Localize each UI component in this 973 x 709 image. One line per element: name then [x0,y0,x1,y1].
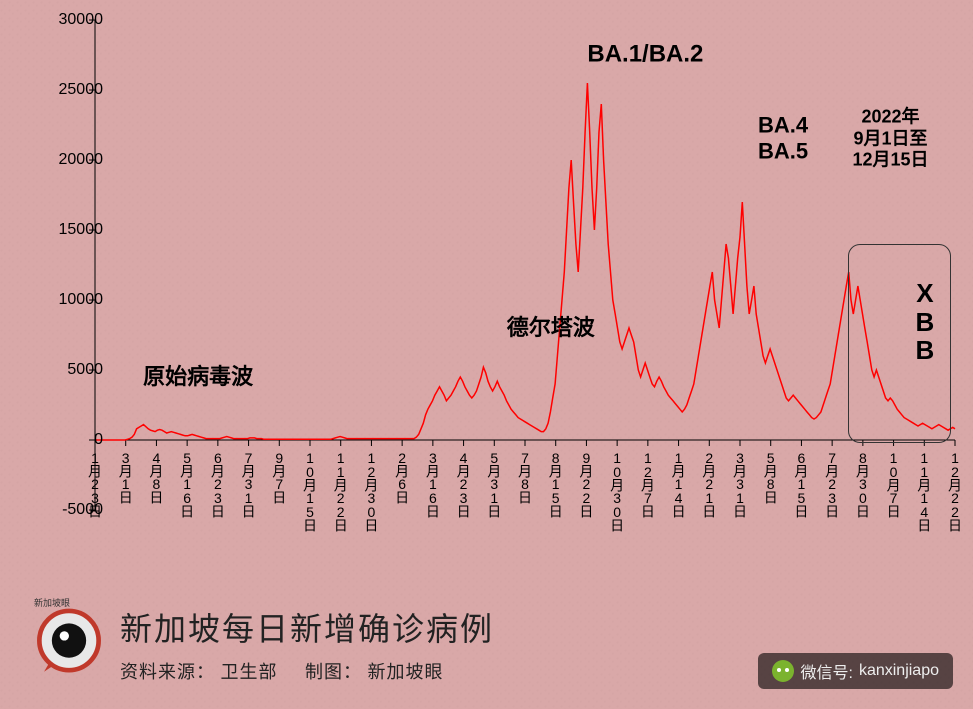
maker-label: 制图： [305,662,362,682]
x-tick-label: 11月14日 [914,450,934,530]
x-tick-label: 8月15日 [546,450,566,516]
chart-subtitle: 资料来源： 卫生部 制图： 新加坡眼 [120,658,494,684]
y-tick-label: 20000 [59,151,104,169]
plot-area [95,20,955,510]
x-tick-label: 2月6日 [392,450,412,502]
x-tick-label: 9月22日 [576,450,596,516]
x-tick-label: 3月1日 [116,450,136,502]
y-tick-label: 0 [94,431,103,449]
source-label: 资料来源： [120,662,215,682]
x-tick-label: 1月23日 [85,450,105,516]
wechat-id: kanxinjiapo [859,662,939,680]
x-tick-label: 7月31日 [239,450,259,516]
y-tick-label: 15000 [59,221,104,239]
x-tick-label: 10月30日 [607,450,627,530]
x-tick-label: 5月8日 [761,450,781,502]
brand-logo: 新加坡眼 [30,600,108,678]
y-tick-label: 5000 [67,361,103,379]
y-tick-label: 30000 [59,11,104,29]
x-tick-label: 10月7日 [884,450,904,516]
annotation-label: 2022年9月1日至12月15日 [852,107,928,172]
x-tick-label: 5月31日 [484,450,504,516]
x-tick-label: 3月31日 [730,450,750,516]
x-tick-label: 8月30日 [853,450,873,516]
x-tick-label: 6月15日 [791,450,811,516]
chart-title: 新加坡每日新增确诊病例 [120,604,494,650]
y-tick-label: 10000 [59,291,104,309]
x-tick-label: 12月7日 [638,450,658,516]
x-tick-label: 10月15日 [300,450,320,530]
x-tick-label: 5月16日 [177,450,197,516]
x-tick-label: 7月23日 [822,450,842,516]
wechat-badge: 微信号: kanxinjiapo [758,653,953,689]
x-tick-label: 6月23日 [208,450,228,516]
x-tick-label: 9月7日 [269,450,289,502]
annotation-label: 德尔塔波 [507,315,595,341]
x-tick-label: 7月8日 [515,450,535,502]
logo-text: 新加坡眼 [34,596,70,609]
chart-svg [95,20,955,520]
annotation-label: 原始病毒波 [143,364,253,390]
xbb-highlight-box [848,244,951,443]
annotation-label: BA.1/BA.2 [587,41,703,70]
x-tick-label: 11月22日 [331,450,351,530]
annotation-label: BA.4BA.5 [758,113,808,166]
x-tick-label: 4月8日 [146,450,166,502]
wechat-label: 微信号: [800,659,852,683]
x-tick-label: 12月22日 [945,450,965,530]
x-tick-label: 3月16日 [423,450,443,516]
title-block: 新加坡每日新增确诊病例 资料来源： 卫生部 制图： 新加坡眼 [120,604,494,684]
wechat-icon [772,660,794,682]
source-value: 卫生部 [221,662,278,682]
x-tick-label: 12月30日 [361,450,381,530]
x-tick-label: 4月23日 [454,450,474,516]
maker-value: 新加坡眼 [368,662,444,682]
x-tick-label: 2月21日 [699,450,719,516]
x-tick-label: 1月14日 [669,450,689,516]
xbb-label: XBB [916,279,935,365]
y-tick-label: 25000 [59,81,104,99]
